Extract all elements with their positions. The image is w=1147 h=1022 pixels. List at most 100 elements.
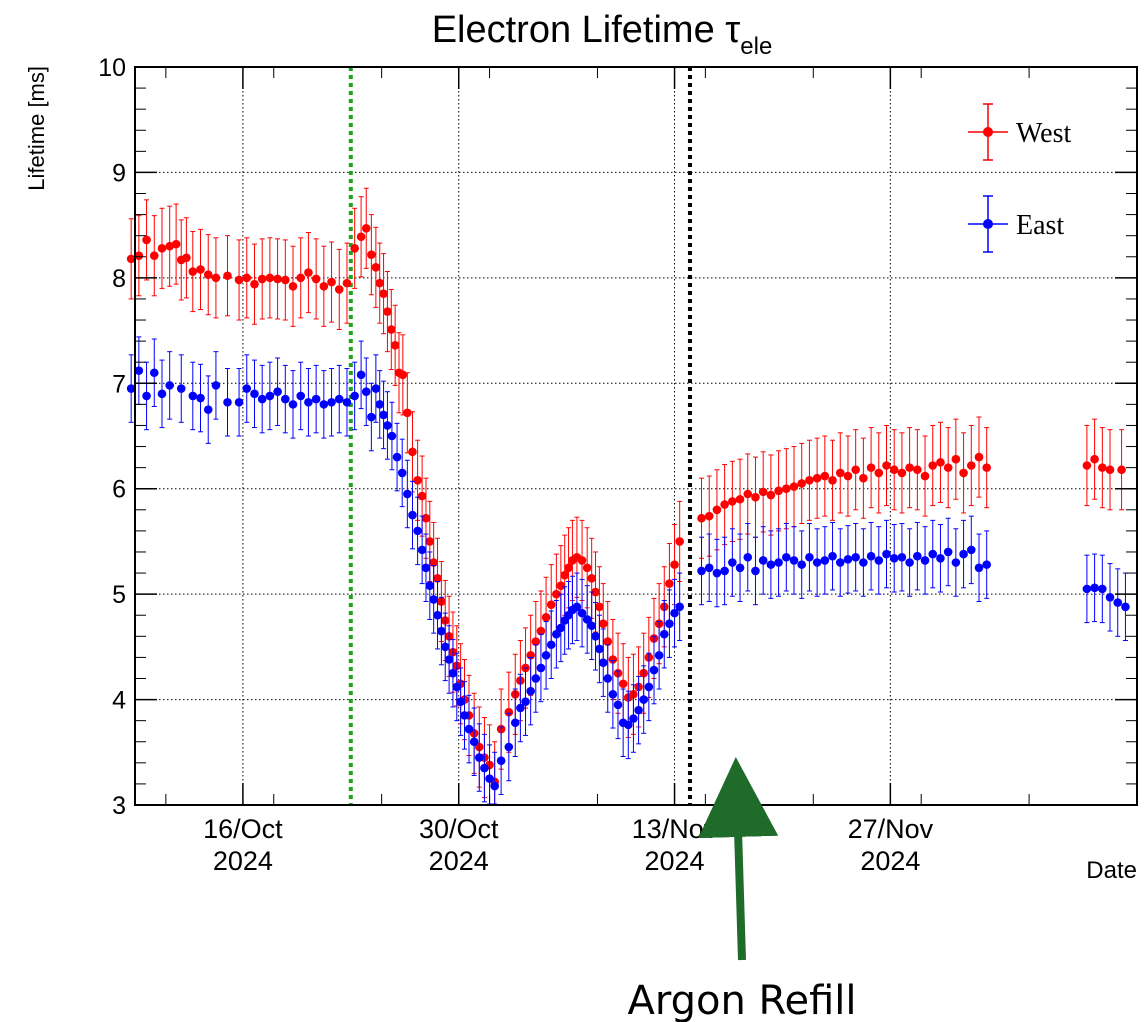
marker [675, 537, 684, 546]
data-point [751, 536, 760, 606]
marker [889, 465, 899, 475]
data-point [603, 644, 613, 713]
data-point [1121, 572, 1130, 642]
data-point [982, 530, 991, 599]
marker [126, 384, 136, 393]
marker [797, 560, 807, 569]
argon-refill-label: Argon Refill [627, 978, 856, 1022]
marker [367, 250, 376, 259]
data-point [342, 242, 352, 324]
data-point [943, 517, 953, 587]
data-point [1090, 418, 1099, 500]
marker [350, 244, 359, 253]
marker [361, 387, 371, 397]
data-point [526, 656, 535, 726]
marker [425, 537, 435, 546]
data-point [781, 448, 791, 530]
marker [587, 574, 596, 583]
marker [774, 558, 783, 567]
marker [704, 511, 714, 521]
marker [577, 608, 587, 618]
data-point [743, 453, 753, 535]
data-point [257, 364, 267, 434]
data-point [211, 237, 221, 319]
marker [203, 405, 213, 414]
marker [408, 447, 417, 457]
data-point [781, 523, 791, 592]
marker [281, 394, 290, 404]
data-point [805, 523, 814, 592]
marker [613, 700, 623, 710]
data-point [789, 526, 799, 595]
chart-title-subscript: ele [740, 33, 772, 60]
data-point [196, 228, 205, 310]
data-point [712, 469, 722, 551]
marker [142, 391, 151, 401]
data-point [421, 533, 431, 603]
marker [618, 679, 628, 689]
data-point [797, 442, 807, 525]
marker [1082, 584, 1092, 594]
marker [560, 570, 570, 580]
marker [591, 587, 600, 597]
data-point [383, 271, 392, 353]
marker [234, 275, 244, 285]
marker [281, 275, 290, 285]
marker [448, 668, 458, 678]
marker [936, 458, 945, 467]
chart-title-main: Electron Lifetime τ [432, 9, 741, 51]
data-point [319, 370, 329, 439]
marker [474, 753, 484, 762]
data-point [1105, 563, 1115, 632]
data-point [936, 421, 945, 503]
marker [805, 552, 814, 562]
data-point [480, 733, 489, 803]
data-point [812, 437, 822, 519]
marker [928, 549, 938, 559]
data-point [889, 524, 899, 593]
data-point [843, 435, 853, 517]
marker [390, 341, 400, 350]
data-point [304, 368, 313, 437]
marker [882, 461, 891, 470]
data-point [413, 496, 422, 566]
marker [928, 461, 938, 470]
marker [644, 682, 654, 692]
data-point [851, 429, 860, 511]
data-point [203, 375, 213, 444]
marker [639, 695, 649, 704]
data-point [665, 589, 674, 658]
marker [843, 555, 853, 564]
data-point [766, 454, 776, 536]
data-point [469, 707, 479, 776]
data-point [959, 519, 968, 589]
plot-frame [134, 66, 1138, 806]
data-point [629, 684, 638, 753]
data-point [1113, 568, 1123, 637]
data-point [386, 288, 396, 371]
marker [720, 566, 729, 576]
data-point [820, 435, 830, 517]
marker [728, 558, 737, 567]
marker [835, 468, 845, 478]
data-point [851, 523, 860, 592]
marker [920, 471, 930, 481]
data-point [356, 340, 366, 410]
data-point [165, 351, 174, 420]
data-point [675, 572, 684, 642]
y-tick-label: 3 [112, 792, 126, 820]
data-point [828, 439, 837, 521]
data-point [281, 239, 290, 321]
data-point [257, 238, 267, 320]
data-point [556, 593, 566, 663]
marker [383, 421, 392, 430]
marker [959, 468, 968, 478]
data-point [134, 215, 144, 297]
marker [820, 471, 830, 481]
data-point [490, 751, 499, 805]
y-tick-label: 9 [112, 159, 126, 187]
data-point [126, 218, 136, 300]
y-tick-label: 5 [112, 581, 126, 609]
y-axis-ticks: 3 4 5 6 7 8 9 10 [98, 54, 1137, 820]
data-point [644, 652, 654, 722]
